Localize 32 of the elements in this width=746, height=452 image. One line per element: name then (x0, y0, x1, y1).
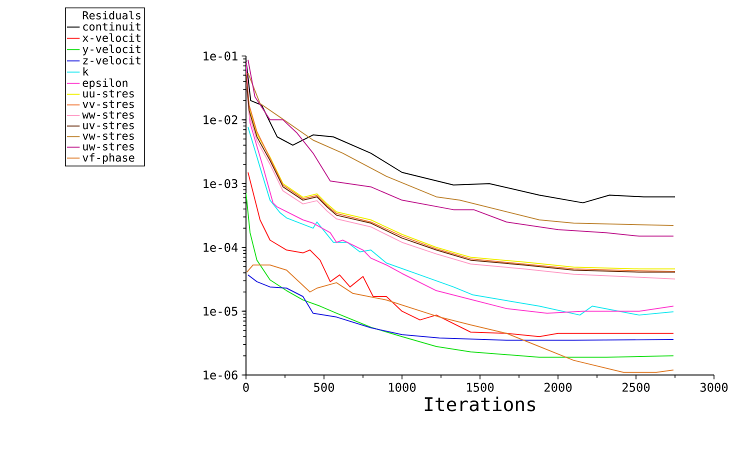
legend-label: vw-stres (82, 132, 134, 140)
y-tick-label: 1e-06 (204, 370, 238, 380)
line-series (248, 126, 674, 316)
legend-label: vf-phase (82, 153, 134, 164)
legend-label: uw-stres (83, 142, 134, 150)
x-tick-label: 0 (243, 382, 249, 392)
legend-label: ww-stres (82, 110, 134, 119)
x-tick-label: 3000 (700, 382, 728, 392)
y-tick-label: 1e-03 (204, 179, 238, 188)
legend-label: k (83, 67, 89, 76)
x-tick-label: 1500 (467, 382, 494, 392)
legend-label: x-velocit (82, 33, 140, 42)
line-series (246, 192, 674, 358)
legend-label: vv-stres (82, 100, 134, 108)
legend-label: uu-stres (83, 90, 134, 98)
legend-title: Residuals (82, 10, 140, 20)
legend-label: y-velocit (82, 44, 140, 56)
x-tick-label: 2500 (622, 382, 650, 392)
line-series (246, 264, 674, 373)
legend-label: uv-stres (83, 121, 134, 130)
legend-label: z-velocit (83, 56, 140, 64)
x-tick-label: 500 (314, 382, 334, 392)
y-tick-label: 1e-04 (204, 242, 238, 252)
line-series (248, 274, 674, 341)
legend-label: epsilon (82, 78, 128, 90)
y-tick-label: 1e-01 (204, 51, 238, 61)
x-axis-title: Iterations (424, 396, 536, 412)
legend-label: continuit (83, 22, 140, 31)
y-tick-label: 1e-02 (204, 115, 238, 124)
x-tick-label: 2000 (544, 382, 572, 392)
y-tick-label: 1e-05 (204, 306, 238, 316)
x-tick-label: 1000 (389, 382, 416, 392)
